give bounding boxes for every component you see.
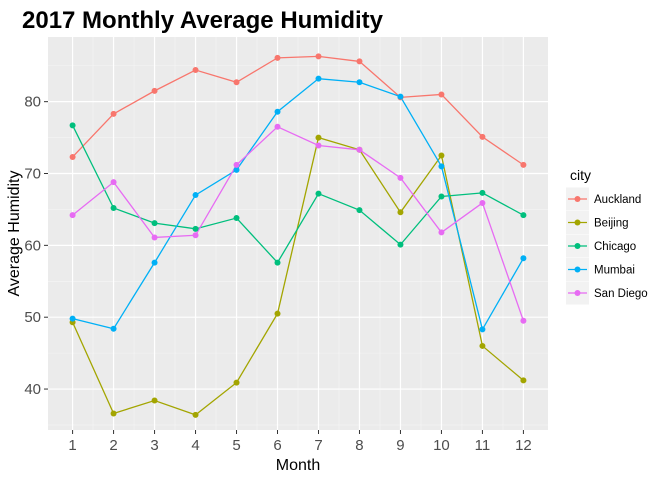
- data-point: [315, 53, 322, 60]
- y-tick-label: 50: [24, 309, 41, 326]
- data-point: [274, 108, 281, 115]
- data-point: [520, 212, 527, 219]
- x-axis: 1 2 3 4 5 6 7 8 9 10 11 12: [68, 430, 532, 454]
- x-tick-label: 6: [273, 437, 281, 454]
- data-point: [192, 192, 199, 199]
- y-tick-label: 40: [24, 381, 41, 398]
- data-point: [479, 133, 486, 140]
- data-point: [274, 259, 281, 266]
- data-point: [315, 190, 322, 197]
- data-point: [479, 326, 486, 333]
- data-point: [274, 123, 281, 130]
- data-point: [233, 215, 240, 222]
- data-point: [151, 87, 158, 94]
- data-point: [356, 79, 363, 86]
- data-point: [110, 204, 117, 211]
- x-tick-label: 9: [396, 437, 404, 454]
- x-tick-label: 5: [232, 437, 240, 454]
- x-tick-label: 3: [150, 437, 158, 454]
- data-point: [315, 142, 322, 149]
- data-point: [110, 325, 117, 332]
- data-point: [520, 255, 527, 262]
- data-point: [151, 397, 158, 404]
- data-point: [479, 199, 486, 206]
- legend: city Auckland Beijing Chicago Mumbai San Die…: [566, 167, 648, 305]
- data-point: [151, 234, 158, 241]
- data-point: [192, 67, 199, 74]
- x-tick-label: 7: [314, 437, 322, 454]
- data-point: [520, 317, 527, 324]
- y-axis: 40 50 60 70 80: [24, 94, 48, 398]
- series-line: [71, 136, 524, 416]
- legend-title: city: [570, 167, 591, 183]
- series-line: [72, 78, 524, 332]
- y-tick-label: 80: [24, 94, 41, 111]
- data-point: [438, 193, 445, 200]
- legend-key-point: [574, 290, 581, 296]
- data-point: [192, 411, 199, 418]
- data-point: [315, 75, 322, 82]
- data-point: [110, 410, 117, 417]
- x-tick-label: 2: [109, 437, 117, 454]
- y-tick-label: 70: [24, 166, 41, 183]
- data-point: [438, 91, 445, 98]
- data-point: [479, 189, 486, 196]
- series-line: [72, 126, 525, 322]
- data-point: [274, 310, 281, 317]
- data-point: [110, 110, 117, 117]
- data-point: [397, 209, 404, 216]
- data-point: [151, 259, 158, 266]
- x-tick-label: 1: [68, 437, 76, 454]
- data-point: [69, 315, 76, 322]
- data-point: [520, 161, 527, 168]
- data-point: [233, 161, 240, 168]
- legend-key-point: [574, 266, 581, 273]
- data-point: [192, 232, 199, 239]
- legend-key-point: [574, 196, 581, 202]
- x-tick-label: 10: [433, 437, 450, 454]
- x-axis-title: Month: [276, 457, 320, 474]
- data-point: [233, 379, 240, 386]
- data-point: [356, 58, 363, 65]
- data-point: [397, 174, 404, 181]
- data-point: [520, 377, 527, 384]
- legend-label: Mumbai: [594, 265, 635, 277]
- data-point: [110, 179, 117, 186]
- y-axis-title: Average Humidity: [6, 171, 23, 297]
- data-point: [233, 79, 240, 86]
- data-point: [356, 146, 363, 153]
- data-point: [438, 229, 445, 236]
- data-point: [397, 93, 404, 100]
- x-tick-label: 11: [475, 437, 491, 454]
- y-tick-label: 60: [24, 237, 41, 254]
- data-point: [274, 54, 281, 61]
- data-point: [438, 152, 445, 159]
- data-point: [479, 342, 486, 349]
- data-point: [356, 207, 363, 214]
- legend-label: Chicago: [594, 241, 636, 253]
- data-point: [69, 153, 76, 160]
- series-points: [69, 53, 527, 418]
- data-point: [438, 163, 445, 170]
- x-tick-label: 12: [515, 437, 532, 454]
- data-point: [69, 212, 76, 219]
- chart-title: 2017 Monthly Average Humidity: [22, 7, 384, 34]
- legend-label: Beijing: [594, 218, 629, 230]
- x-tick-label: 4: [191, 437, 199, 454]
- data-point: [233, 166, 240, 173]
- series-lines: [71, 55, 525, 416]
- major-gridlines: [48, 37, 548, 430]
- legend-key-point: [574, 219, 581, 226]
- data-point: [151, 220, 158, 227]
- data-point: [192, 225, 199, 232]
- data-point: [315, 134, 322, 141]
- data-point: [397, 241, 404, 248]
- series-line: [72, 55, 524, 166]
- legend-key-point: [574, 243, 581, 249]
- legend-label: San Diego: [594, 288, 648, 300]
- legend-label: Auckland: [594, 194, 641, 206]
- data-point: [69, 122, 76, 129]
- x-tick-label: 8: [355, 437, 363, 454]
